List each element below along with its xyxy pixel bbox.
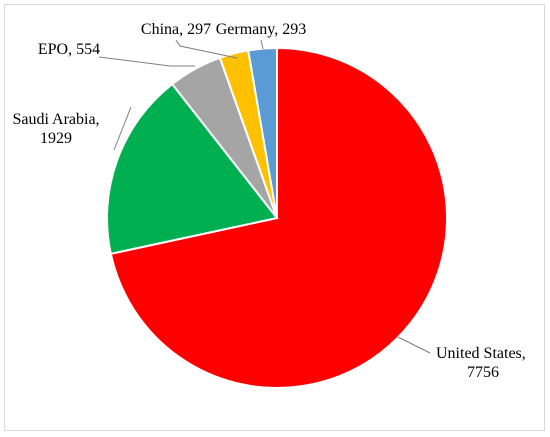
data-label-line: United States, — [436, 345, 526, 362]
data-label-line: EPO, 554 — [38, 41, 100, 58]
leader-line-saudi-arabia — [113, 106, 132, 151]
pie-slice-united-states — [109, 46, 448, 389]
data-label-line: Germany, 293 — [216, 21, 307, 38]
leader-line-epo — [98, 56, 195, 67]
leader-line-china — [175, 39, 238, 59]
data-label-saudi-arabia: Saudi Arabia, 1929 — [12, 111, 99, 147]
pie-slices — [106, 46, 448, 389]
data-label-germany: Germany, 293 — [216, 21, 307, 38]
data-label-china: China, 297 — [141, 21, 211, 38]
leader-line-germany — [260, 39, 264, 50]
data-label-line: 7756 — [467, 364, 499, 381]
leader-lines — [98, 39, 431, 354]
data-label-line: China, 297 — [141, 21, 211, 38]
data-label-united-states: United States, 7756 — [436, 345, 526, 381]
data-label-epo: EPO, 554 — [38, 41, 100, 58]
leader-line-united-states — [397, 336, 431, 354]
data-label-line: Saudi Arabia, — [12, 111, 99, 128]
data-labels: United States, 7756 Saudi Arabia, 1929 EPO, … — [12, 21, 525, 381]
data-label-line: 1929 — [40, 130, 72, 147]
pie-slice-saudi-arabia — [106, 82, 279, 255]
